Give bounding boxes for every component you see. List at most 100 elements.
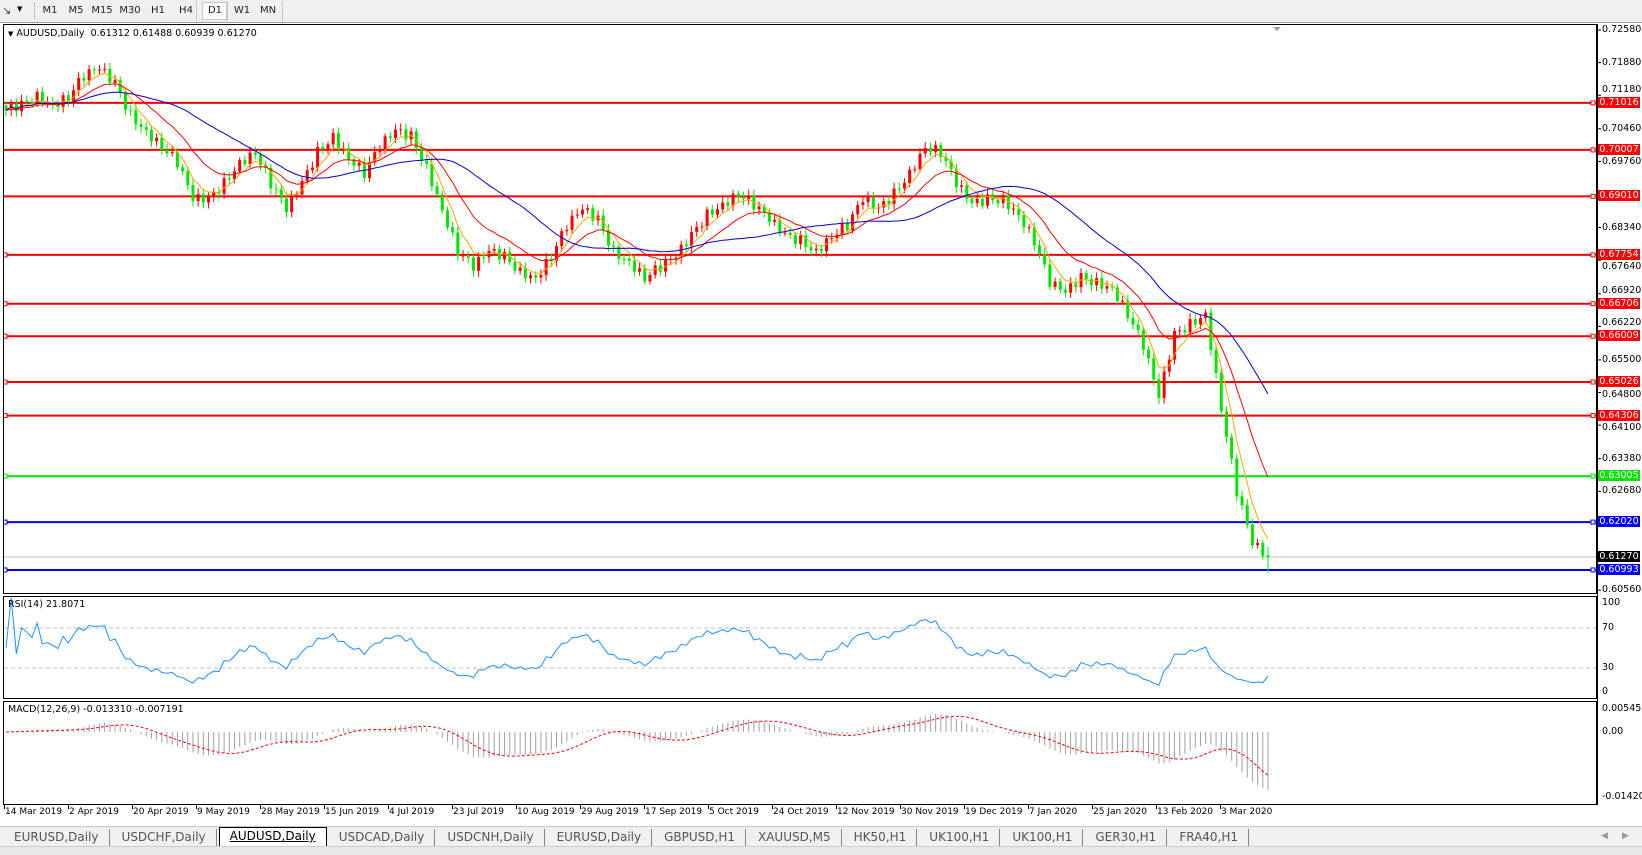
- candle-body: [1001, 195, 1005, 204]
- timeframe-button-d1[interactable]: D1: [202, 2, 228, 20]
- tab-usdcad-daily[interactable]: USDCAD,Daily: [329, 829, 436, 846]
- candle: [617, 243, 621, 265]
- drawing-tools-icon[interactable]: ↘: [2, 4, 12, 17]
- candle-body: [435, 186, 439, 195]
- tab-usdchf-daily[interactable]: USDCHF,Daily: [112, 829, 217, 846]
- candle: [918, 148, 922, 173]
- rsi-panel[interactable]: [3, 596, 1597, 699]
- date-label: 29 Aug 2019: [581, 807, 639, 817]
- candle: [653, 260, 657, 279]
- candle-body: [196, 194, 200, 201]
- candle-body: [996, 200, 1000, 204]
- tab-uk100-h1[interactable]: UK100,H1: [919, 829, 1001, 846]
- candle-body: [1089, 279, 1093, 286]
- line-anchor-handle: [1590, 519, 1596, 525]
- chart-legend: ▼ AUDUSD,Daily 0.61312 0.61488 0.60939 0…: [8, 28, 257, 39]
- timeframe-button-h4[interactable]: H4: [179, 5, 193, 16]
- candle: [591, 204, 595, 226]
- timeframe-button-m5[interactable]: M5: [68, 5, 84, 16]
- candle: [622, 254, 626, 265]
- tab-xauusd-m5[interactable]: XAUUSD,M5: [748, 829, 842, 846]
- macd-panel[interactable]: [3, 701, 1597, 805]
- candle-body: [918, 153, 922, 170]
- candle-body: [212, 191, 216, 197]
- candle-body: [336, 133, 340, 149]
- tab-eurusd-daily[interactable]: EURUSD,Daily: [4, 829, 110, 846]
- candle: [664, 253, 668, 277]
- timeframe-button-h1[interactable]: H1: [151, 5, 165, 16]
- candle: [840, 217, 844, 239]
- candle-body: [321, 146, 325, 150]
- tab-ger30-h1[interactable]: GER30,H1: [1085, 829, 1168, 846]
- collapse-triangle-icon[interactable]: ▼: [8, 30, 14, 38]
- tab-hk50-h1[interactable]: HK50,H1: [844, 829, 918, 846]
- candle-body: [830, 237, 834, 239]
- candle-body: [1173, 330, 1177, 360]
- tab-usdcnh-daily[interactable]: USDCNH,Daily: [437, 829, 545, 846]
- price-tick-label: 0.63380: [1602, 452, 1642, 464]
- tab-fra40-h1[interactable]: FRA40,H1: [1169, 829, 1250, 846]
- candle-body: [861, 202, 865, 206]
- candle-body: [352, 159, 356, 166]
- candle-body: [66, 95, 70, 101]
- price-tick-label: 0.71180: [1602, 84, 1642, 96]
- toolbar-grip[interactable]: [34, 3, 37, 19]
- tab-uk100-h1[interactable]: UK100,H1: [1002, 829, 1084, 846]
- candle-body: [1230, 437, 1234, 459]
- chart-shift-marker[interactable]: [1273, 27, 1281, 31]
- price-tick-label: 0.69760: [1602, 156, 1642, 168]
- timeframe-button-m30[interactable]: M30: [119, 5, 141, 16]
- date-label: 15 Jun 2019: [325, 807, 380, 817]
- candle: [113, 75, 117, 87]
- candle: [570, 209, 574, 234]
- candle-body: [1048, 264, 1052, 287]
- candle: [684, 239, 688, 253]
- candle-body: [923, 148, 927, 154]
- candle-body: [596, 215, 600, 221]
- line-anchor-handle: [4, 473, 8, 479]
- candle: [160, 132, 164, 155]
- candle-body: [653, 265, 657, 275]
- timeframe-button-w1[interactable]: W1: [233, 5, 251, 16]
- candle: [1084, 269, 1088, 286]
- candle-body: [1235, 458, 1239, 497]
- timeframe-button-m15[interactable]: M15: [91, 5, 113, 16]
- timeframe-button-m1[interactable]: M1: [42, 5, 58, 16]
- candle-body: [679, 244, 683, 258]
- candle: [1219, 366, 1223, 418]
- tab-scroll-left-icon[interactable]: ◀: [1601, 831, 1608, 841]
- tab-eurusd-daily[interactable]: EURUSD,Daily: [547, 829, 653, 846]
- candle-body: [118, 80, 122, 94]
- candle: [1027, 224, 1031, 234]
- candle: [399, 123, 403, 136]
- candle: [1136, 319, 1140, 336]
- macd-tick-label: 0.005459: [1602, 703, 1642, 714]
- candle: [175, 147, 179, 171]
- candle-body: [456, 232, 460, 257]
- candle: [923, 141, 927, 158]
- candle: [902, 177, 906, 194]
- candle-body: [82, 77, 86, 81]
- candle: [14, 98, 18, 117]
- candle: [92, 66, 96, 75]
- candle-body: [181, 167, 185, 172]
- candle: [1048, 259, 1052, 291]
- candle-body: [56, 104, 60, 107]
- candle: [300, 176, 304, 199]
- price-chart-panel[interactable]: [3, 24, 1597, 594]
- tab-audusd-daily[interactable]: AUDUSD,Daily: [218, 827, 327, 848]
- candle-body: [373, 152, 377, 163]
- candle: [1115, 284, 1119, 305]
- candle: [1069, 277, 1073, 298]
- candle-body: [622, 258, 626, 260]
- tab-gbpusd-h1[interactable]: GBPUSD,H1: [654, 829, 746, 846]
- dropdown-arrow-icon[interactable]: ▼: [17, 5, 23, 13]
- date-tick: [772, 805, 773, 809]
- tab-scroll-right-icon[interactable]: ▶: [1622, 831, 1629, 841]
- candle-body: [658, 265, 662, 272]
- date-tick: [260, 805, 261, 809]
- candle: [1183, 324, 1187, 336]
- timeframe-button-mn[interactable]: MN: [259, 5, 277, 16]
- candle: [1141, 326, 1145, 356]
- date-label: 12 Nov 2019: [837, 807, 895, 817]
